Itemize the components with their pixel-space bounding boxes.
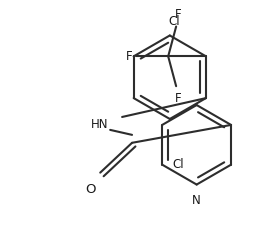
Text: Cl: Cl (172, 158, 184, 171)
Text: Cl: Cl (168, 15, 180, 27)
Text: O: O (85, 182, 96, 196)
Text: HN: HN (91, 118, 108, 131)
Text: F: F (175, 8, 182, 20)
Text: F: F (175, 92, 182, 105)
Text: N: N (192, 194, 201, 207)
Text: F: F (126, 50, 132, 63)
